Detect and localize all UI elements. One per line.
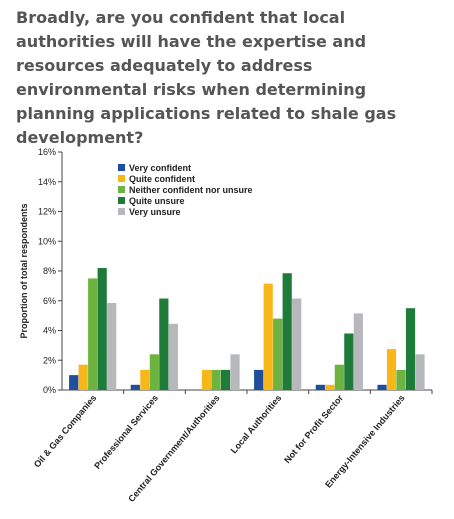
chart-axes: 0% 2% 4% 6% 8% 10% 12% 14% 16% Proportion of tota… — [19, 147, 433, 395]
y-tick-label: 8% — [43, 266, 56, 276]
bar — [386, 349, 397, 390]
bar — [325, 384, 335, 390]
bar — [353, 313, 363, 390]
y-tick-label: 2% — [43, 355, 56, 365]
bar — [78, 364, 88, 390]
bar — [344, 333, 354, 390]
bar — [211, 369, 221, 390]
y-tick-label: 12% — [38, 207, 56, 217]
legend-swatch — [118, 186, 125, 193]
x-tick-label: Not for Profit Sector — [282, 392, 345, 465]
bar — [254, 369, 264, 390]
bar — [415, 354, 425, 390]
bar — [159, 298, 169, 390]
bar — [149, 354, 159, 390]
bar — [130, 384, 140, 390]
bar — [97, 268, 107, 390]
chart-bars — [69, 268, 425, 390]
bar — [230, 354, 240, 390]
bar — [263, 283, 273, 390]
y-tick-label: 4% — [43, 326, 56, 336]
x-tick-label: Professional Services — [92, 393, 160, 471]
bar — [334, 364, 344, 390]
y-tick-label: 10% — [38, 236, 56, 246]
bar — [273, 318, 283, 390]
legend-swatch — [118, 164, 125, 171]
bar — [107, 302, 117, 390]
legend-label: Very unsure — [129, 207, 181, 217]
legend-swatch — [118, 175, 125, 182]
bar — [220, 369, 231, 390]
bar — [88, 278, 98, 390]
legend-label: Quite unsure — [129, 196, 185, 206]
y-tick-label: 16% — [38, 147, 56, 157]
bar — [69, 375, 79, 390]
bar — [377, 384, 387, 390]
bar — [315, 384, 325, 390]
bar — [405, 308, 416, 390]
legend-swatch — [118, 197, 125, 204]
bar — [140, 369, 150, 390]
x-tick-label: Oil & Gas Companies — [32, 393, 98, 470]
y-tick-label: 6% — [43, 296, 56, 306]
chart-title: Broadly, are you confident that local au… — [16, 8, 397, 147]
bar — [282, 273, 292, 390]
bar — [396, 369, 406, 390]
legend-label: Very confident — [129, 163, 191, 173]
legend-swatch — [118, 208, 125, 215]
x-tick-label: Local Authorities — [229, 393, 284, 455]
y-axis-label: Proportion of total respondents — [19, 204, 29, 339]
legend-label: Neither confident nor unsure — [129, 185, 253, 195]
bar — [201, 369, 212, 390]
bar — [168, 323, 178, 390]
y-tick-label: 0% — [43, 385, 56, 395]
legend-label: Quite confident — [129, 174, 195, 184]
bar — [292, 298, 302, 390]
y-tick-label: 14% — [38, 177, 56, 187]
